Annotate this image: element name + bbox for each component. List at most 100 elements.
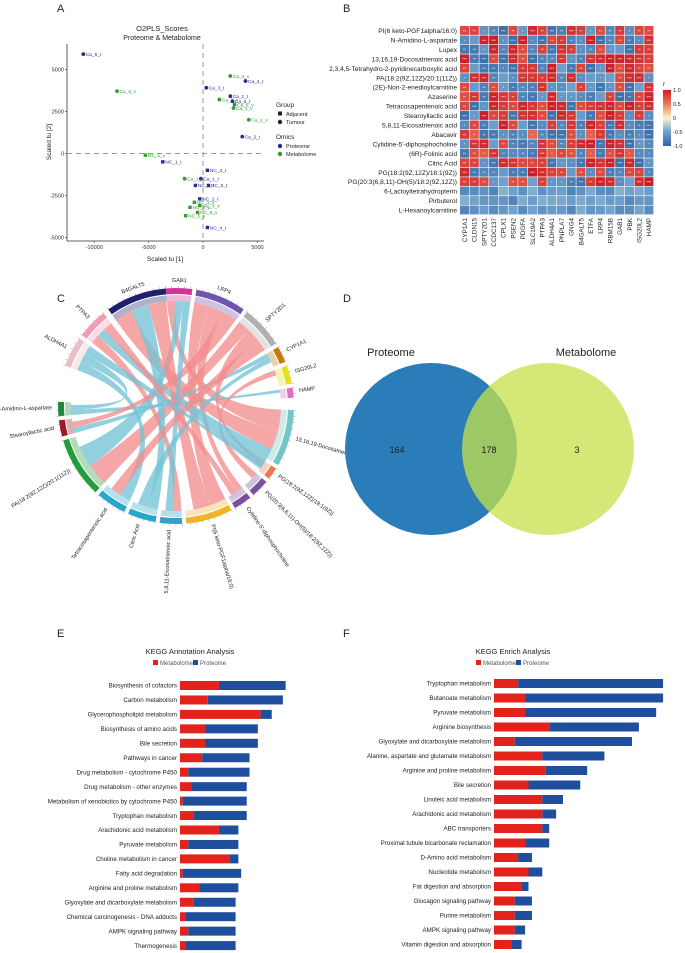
chord-tick [89, 487, 92, 490]
chord-tick [65, 358, 68, 361]
heatmap-cell [586, 101, 596, 111]
significance-mark: *** [520, 113, 525, 118]
significance-mark: *** [569, 104, 574, 109]
significance-mark: ** [521, 180, 525, 185]
heatmap-cell [508, 196, 518, 205]
heatmap-cell [566, 101, 576, 111]
heatmap-cell [615, 139, 625, 149]
significance-mark: * [580, 76, 582, 81]
bar-proteome [542, 795, 563, 804]
heatmap-cell [518, 186, 528, 196]
heatmap-cell [634, 101, 644, 111]
significance-mark: ** [502, 104, 506, 109]
chord-tick [236, 303, 238, 305]
heatmap-cell [576, 196, 586, 205]
heatmap-cell [508, 54, 518, 64]
heatmap-cell [527, 44, 537, 54]
bar-metabolome [494, 780, 529, 790]
heatmap-cell [469, 35, 479, 45]
heatmap-cell [498, 177, 508, 187]
significance-mark: * [483, 47, 485, 52]
significance-mark: *** [482, 113, 487, 118]
point-label: Ca_1_t [203, 177, 219, 183]
heatmap-cell [644, 139, 654, 149]
chord-label: Citric Acid [129, 523, 142, 549]
significance-mark: ** [560, 142, 564, 147]
significance-mark: ** [521, 94, 525, 99]
category-label: D-Amino acid metabolism [421, 855, 492, 862]
scores-plot-area [67, 44, 264, 241]
chord-tick [74, 468, 77, 470]
significance-mark: *** [462, 57, 467, 62]
chord-inner-band [258, 461, 271, 475]
significance-mark: * [503, 38, 505, 43]
significance-mark: ** [647, 28, 651, 33]
chord-tick [275, 342, 278, 344]
point-label: NC_5_v [188, 214, 206, 220]
chord-inner-band [130, 501, 158, 516]
significance-mark: *** [647, 123, 652, 128]
heatmap-cell [624, 63, 634, 73]
significance-mark: ** [473, 170, 477, 175]
heatmap-cell [566, 111, 576, 120]
significance-mark: *** [647, 132, 652, 137]
heatmap-cell [605, 196, 615, 205]
significance-mark: *** [550, 104, 555, 109]
heatmap-cell [566, 158, 576, 168]
significance-mark: *** [482, 57, 487, 62]
heatmap-cell [518, 139, 528, 149]
heatmap-cell [460, 63, 470, 73]
heatmap-cell [634, 148, 644, 158]
heatmap-cell [547, 167, 557, 177]
significance-mark: *** [472, 94, 477, 99]
chord-tick [272, 337, 275, 339]
scores-legend: Group Adjacent Tumour Omics Proteome Met… [276, 102, 316, 158]
heatmap-cell [508, 177, 518, 187]
heatmap-cell [595, 139, 605, 149]
bar-metabolome [494, 708, 526, 717]
category-label: AMPK signaling pathway [423, 927, 492, 934]
y-tick-label: -5000 [50, 236, 64, 242]
significance-mark: *** [617, 142, 622, 147]
significance-mark: ** [463, 94, 467, 99]
significance-mark: * [551, 151, 553, 156]
bar-proteome [545, 766, 588, 775]
significance-mark: *** [559, 132, 564, 137]
significance-mark: *** [588, 104, 593, 109]
heatmap-cell [586, 186, 596, 196]
heatmap-column-label: PNPLA7 [559, 218, 566, 243]
significance-mark: ** [511, 132, 515, 137]
significance-mark: *** [550, 113, 555, 118]
significance-mark: ** [511, 180, 515, 185]
chord-tick [278, 345, 280, 348]
heatmap-cell [634, 167, 644, 177]
significance-mark: ** [579, 123, 583, 128]
significance-mark: *** [550, 76, 555, 81]
significance-mark: ** [473, 151, 477, 156]
chord-tick [134, 293, 136, 296]
chord-tick [275, 468, 278, 470]
heatmap-cell [576, 26, 586, 35]
chord-tick [246, 310, 249, 312]
significance-mark: * [541, 94, 543, 99]
bar-proteome [260, 709, 272, 719]
significance-mark: * [512, 76, 514, 81]
significance-mark: ** [492, 132, 496, 137]
heatmap-cell [527, 54, 537, 64]
heatmap-cell [489, 111, 499, 120]
significance-mark: *** [579, 180, 584, 185]
significance-mark: * [590, 28, 592, 33]
heatmap-cell [489, 54, 499, 64]
significance-mark: ** [608, 38, 612, 43]
heatmap-cell [479, 158, 489, 168]
significance-mark: *** [559, 104, 564, 109]
heatmap-cell [595, 167, 605, 177]
significance-mark: *** [569, 76, 574, 81]
category-label: Arachidonic acid metabolism [412, 811, 491, 818]
chord-tick [231, 510, 233, 513]
significance-mark: *** [647, 180, 652, 185]
chord-segment-arc [243, 311, 277, 347]
chord-segment-arc [58, 419, 68, 437]
significance-mark: *** [637, 161, 642, 166]
heatmap-cell [576, 63, 586, 73]
